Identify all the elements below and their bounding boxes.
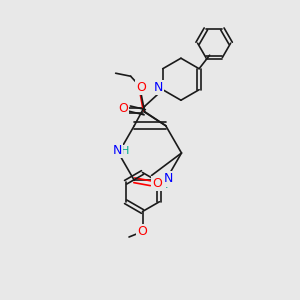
Text: O: O [152, 177, 162, 190]
Text: N: N [154, 81, 163, 94]
Text: N: N [164, 172, 173, 185]
Text: H: H [160, 180, 168, 190]
Text: O: O [136, 81, 146, 94]
Text: N: N [112, 143, 122, 157]
Text: O: O [118, 102, 128, 115]
Text: H: H [121, 146, 129, 157]
Text: O: O [138, 225, 147, 238]
